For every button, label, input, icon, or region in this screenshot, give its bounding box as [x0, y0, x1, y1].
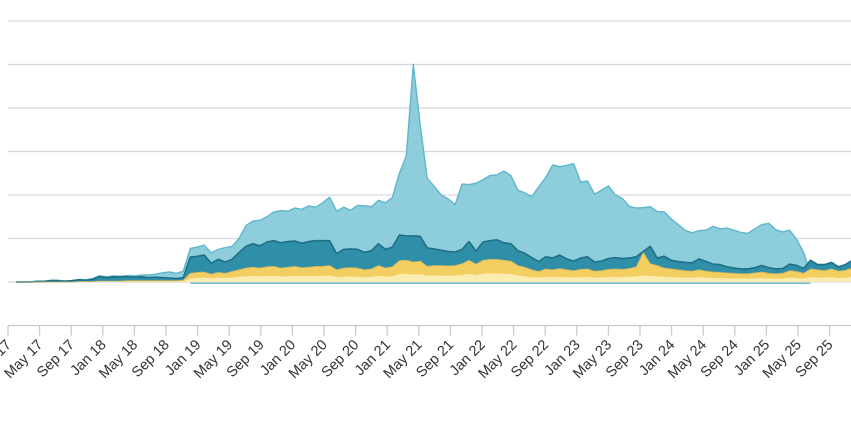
line-teal [16, 234, 851, 283]
line-yellow [16, 252, 851, 283]
area-total [16, 64, 811, 282]
area-cream [16, 273, 851, 282]
line-total [16, 63, 812, 283]
area-series [16, 63, 851, 284]
area-yellow [16, 252, 851, 282]
